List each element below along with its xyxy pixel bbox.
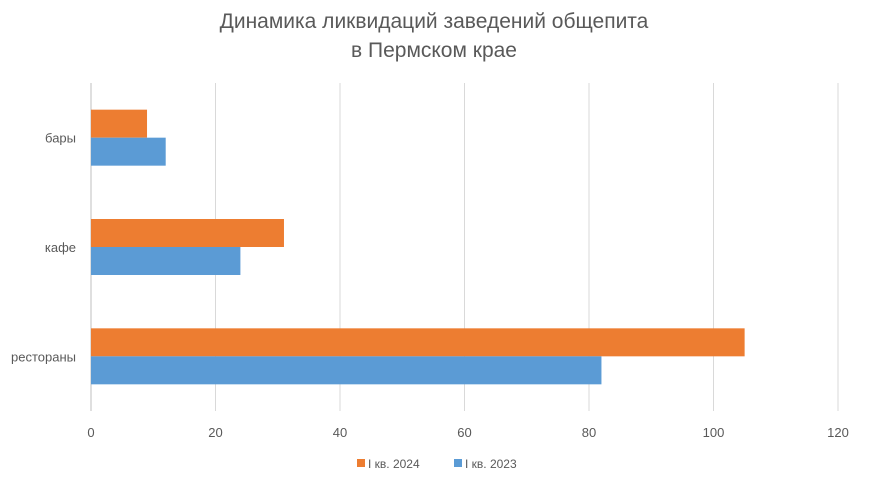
- bar-2023: [91, 247, 241, 275]
- legend-swatch: [357, 459, 365, 467]
- legend-label: I кв. 2023: [465, 457, 517, 471]
- category-label: рестораны: [11, 349, 76, 364]
- bar-2024: [91, 109, 148, 138]
- bar-2023: [91, 356, 602, 385]
- legend-swatch: [454, 459, 462, 467]
- category-label: бары: [45, 131, 76, 146]
- x-tick-label: 80: [582, 425, 596, 440]
- bar-2024: [91, 328, 745, 357]
- x-tick-label: 20: [208, 425, 222, 440]
- chart-title-line-2: в Пермском крае: [351, 39, 517, 62]
- x-tick-label: 40: [333, 425, 347, 440]
- bar-2023: [91, 137, 166, 166]
- x-tick-label: 60: [457, 425, 471, 440]
- category-label: кафе: [45, 240, 76, 255]
- bar-2024: [91, 219, 284, 247]
- x-tick-label: 0: [87, 425, 94, 440]
- x-tick-label: 120: [827, 425, 849, 440]
- x-tick-label: 100: [703, 425, 725, 440]
- chart-title-line-1: Динамика ликвидаций заведений общепита: [220, 10, 649, 33]
- legend-label: I кв. 2024: [368, 457, 420, 471]
